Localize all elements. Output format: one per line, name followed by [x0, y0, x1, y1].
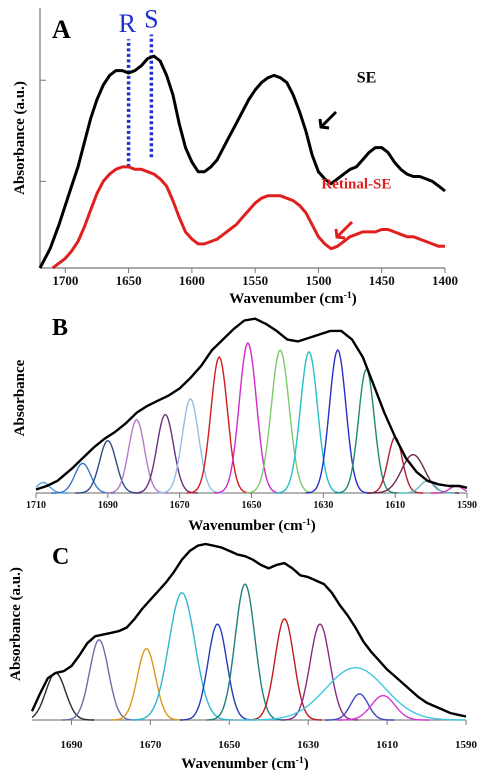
x-tick-label: 1700: [52, 273, 78, 288]
y-axis-label: Absorbance: [12, 359, 28, 436]
x-tick-label: 1670: [139, 739, 162, 751]
x-tick-label: 1710: [26, 500, 46, 511]
component-peak-3: [130, 592, 234, 721]
x-tick-label: 1630: [313, 500, 333, 511]
x-axis-label-close: ): [352, 291, 357, 307]
y-axis-label: Absorbance (a.u.): [8, 567, 24, 681]
x-tick-label: 1550: [242, 273, 268, 288]
annotation-0: SE: [357, 70, 377, 87]
x-axis-label-text: Wavenumber (cm: [188, 518, 303, 534]
x-axis-label-text: Wavenumber (cm: [181, 756, 296, 770]
x-tick-label: 1400: [432, 273, 458, 288]
component-peak-2: [110, 647, 182, 721]
component-peak-4: [179, 623, 255, 721]
envelope-line: [35, 317, 468, 491]
x-tick-label: 1610: [376, 739, 399, 751]
x-tick-label: 1450: [369, 273, 395, 288]
panel-label: B: [52, 315, 68, 341]
retinal-se-arrow-head: [334, 228, 346, 240]
x-axis-label-sup: -1: [303, 517, 311, 528]
component-peak-4: [132, 413, 198, 494]
component-peak-9: [325, 693, 394, 721]
panel-c: 1690 1670 1650 1630 1610 1590 Wavenumber (cm-1…: [8, 542, 478, 770]
x-axis-label-sup: -1: [296, 755, 304, 766]
annotation-2: R: [119, 9, 137, 38]
annotation-3: S: [144, 4, 158, 33]
component-peak-0: [31, 672, 95, 721]
annotation-1: Retinal-SE: [321, 177, 391, 193]
x-tick-label: 1650: [242, 500, 262, 511]
component-peak-7: [213, 342, 282, 494]
component-peak-8: [238, 667, 467, 721]
component-peak-5: [206, 583, 284, 721]
x-axis-label-sup: -1: [344, 290, 352, 301]
component-peak-10: [336, 694, 430, 721]
component-peak-9: [274, 350, 344, 494]
retinal-se-arrow: [335, 220, 354, 239]
component-peak-8: [245, 349, 316, 494]
component-peak-1: [61, 639, 137, 721]
component-peak-7: [281, 623, 359, 721]
panel-label: C: [52, 544, 69, 570]
component-peak-3: [105, 418, 168, 494]
component-peak-6: [186, 356, 252, 494]
x-axis-label: Wavenumber (cm-1): [229, 290, 356, 308]
x-tick-label: 1690: [98, 500, 118, 511]
panel-label: A: [52, 15, 71, 44]
x-axis-label: Wavenumber (cm-1): [181, 755, 308, 770]
x-axis-label: Wavenumber (cm-1): [188, 517, 315, 535]
envelope-line: [30, 542, 467, 718]
component-peak-0: [35, 481, 69, 494]
series-line-0: [38, 54, 446, 269]
x-axis-label-close: ): [304, 756, 309, 770]
x-tick-label: 1590: [455, 739, 478, 751]
component-peak-12: [367, 436, 423, 494]
component-peak-6: [246, 618, 323, 721]
x-tick-label: 1600: [179, 273, 205, 288]
x-axis-label-text: Wavenumber (cm: [229, 291, 344, 307]
x-tick-label: 1610: [385, 500, 405, 511]
x-tick-label: 1630: [297, 739, 320, 751]
se-arrow-head: [318, 118, 330, 130]
x-axis-label-close: ): [311, 518, 316, 534]
series-line-1: [51, 165, 445, 270]
x-tick-label: 1690: [60, 739, 83, 751]
x-tick-label: 1500: [305, 273, 331, 288]
component-peak-15: [431, 485, 468, 494]
panel-a: 1700 1650 1600 1550 1500 1450 1400 Wavenumber (…: [12, 4, 458, 307]
se-arrow: [319, 110, 338, 129]
component-peak-10: [305, 349, 370, 494]
x-tick-label: 1650: [218, 739, 241, 751]
y-axis-label: Absorbance (a.u.): [12, 81, 28, 195]
x-tick-label: 1590: [457, 500, 477, 511]
x-tick-label: 1650: [116, 273, 142, 288]
panel-b: 1710 1690 1670 1650 1630 1610 1590 Wavenumber (…: [12, 315, 477, 534]
x-tick-label: 1670: [170, 500, 190, 511]
component-peak-1: [51, 462, 115, 494]
component-peak-2: [75, 439, 141, 494]
component-peak-5: [158, 398, 223, 494]
